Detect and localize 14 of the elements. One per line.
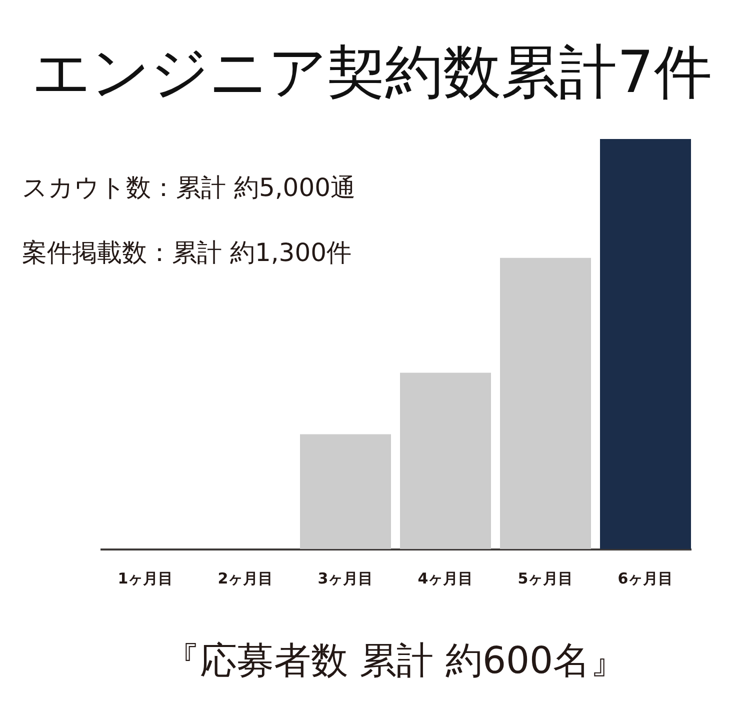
x-tick-label: 4ヶ月目: [418, 570, 474, 588]
x-tick-label: 5ヶ月目: [518, 570, 574, 588]
bar: [400, 372, 491, 549]
x-tick-label: 2ヶ月目: [218, 570, 274, 588]
annotation: スカウト数：累計 約5,000通: [22, 173, 356, 202]
bar: [300, 434, 391, 549]
x-tick-label: 6ヶ月目: [618, 570, 674, 588]
text: 『応募者数 累計 約600名』: [162, 639, 628, 682]
x-tick-label: 3ヶ月目: [318, 570, 374, 588]
chart-title: エンジニア契約数累計7件: [32, 38, 712, 106]
x-tick-label: 1ヶ月目: [118, 570, 174, 588]
bar: [600, 139, 691, 549]
bar: [500, 258, 591, 549]
annotation: 案件掲載数：累計 約1,300件: [22, 238, 352, 267]
